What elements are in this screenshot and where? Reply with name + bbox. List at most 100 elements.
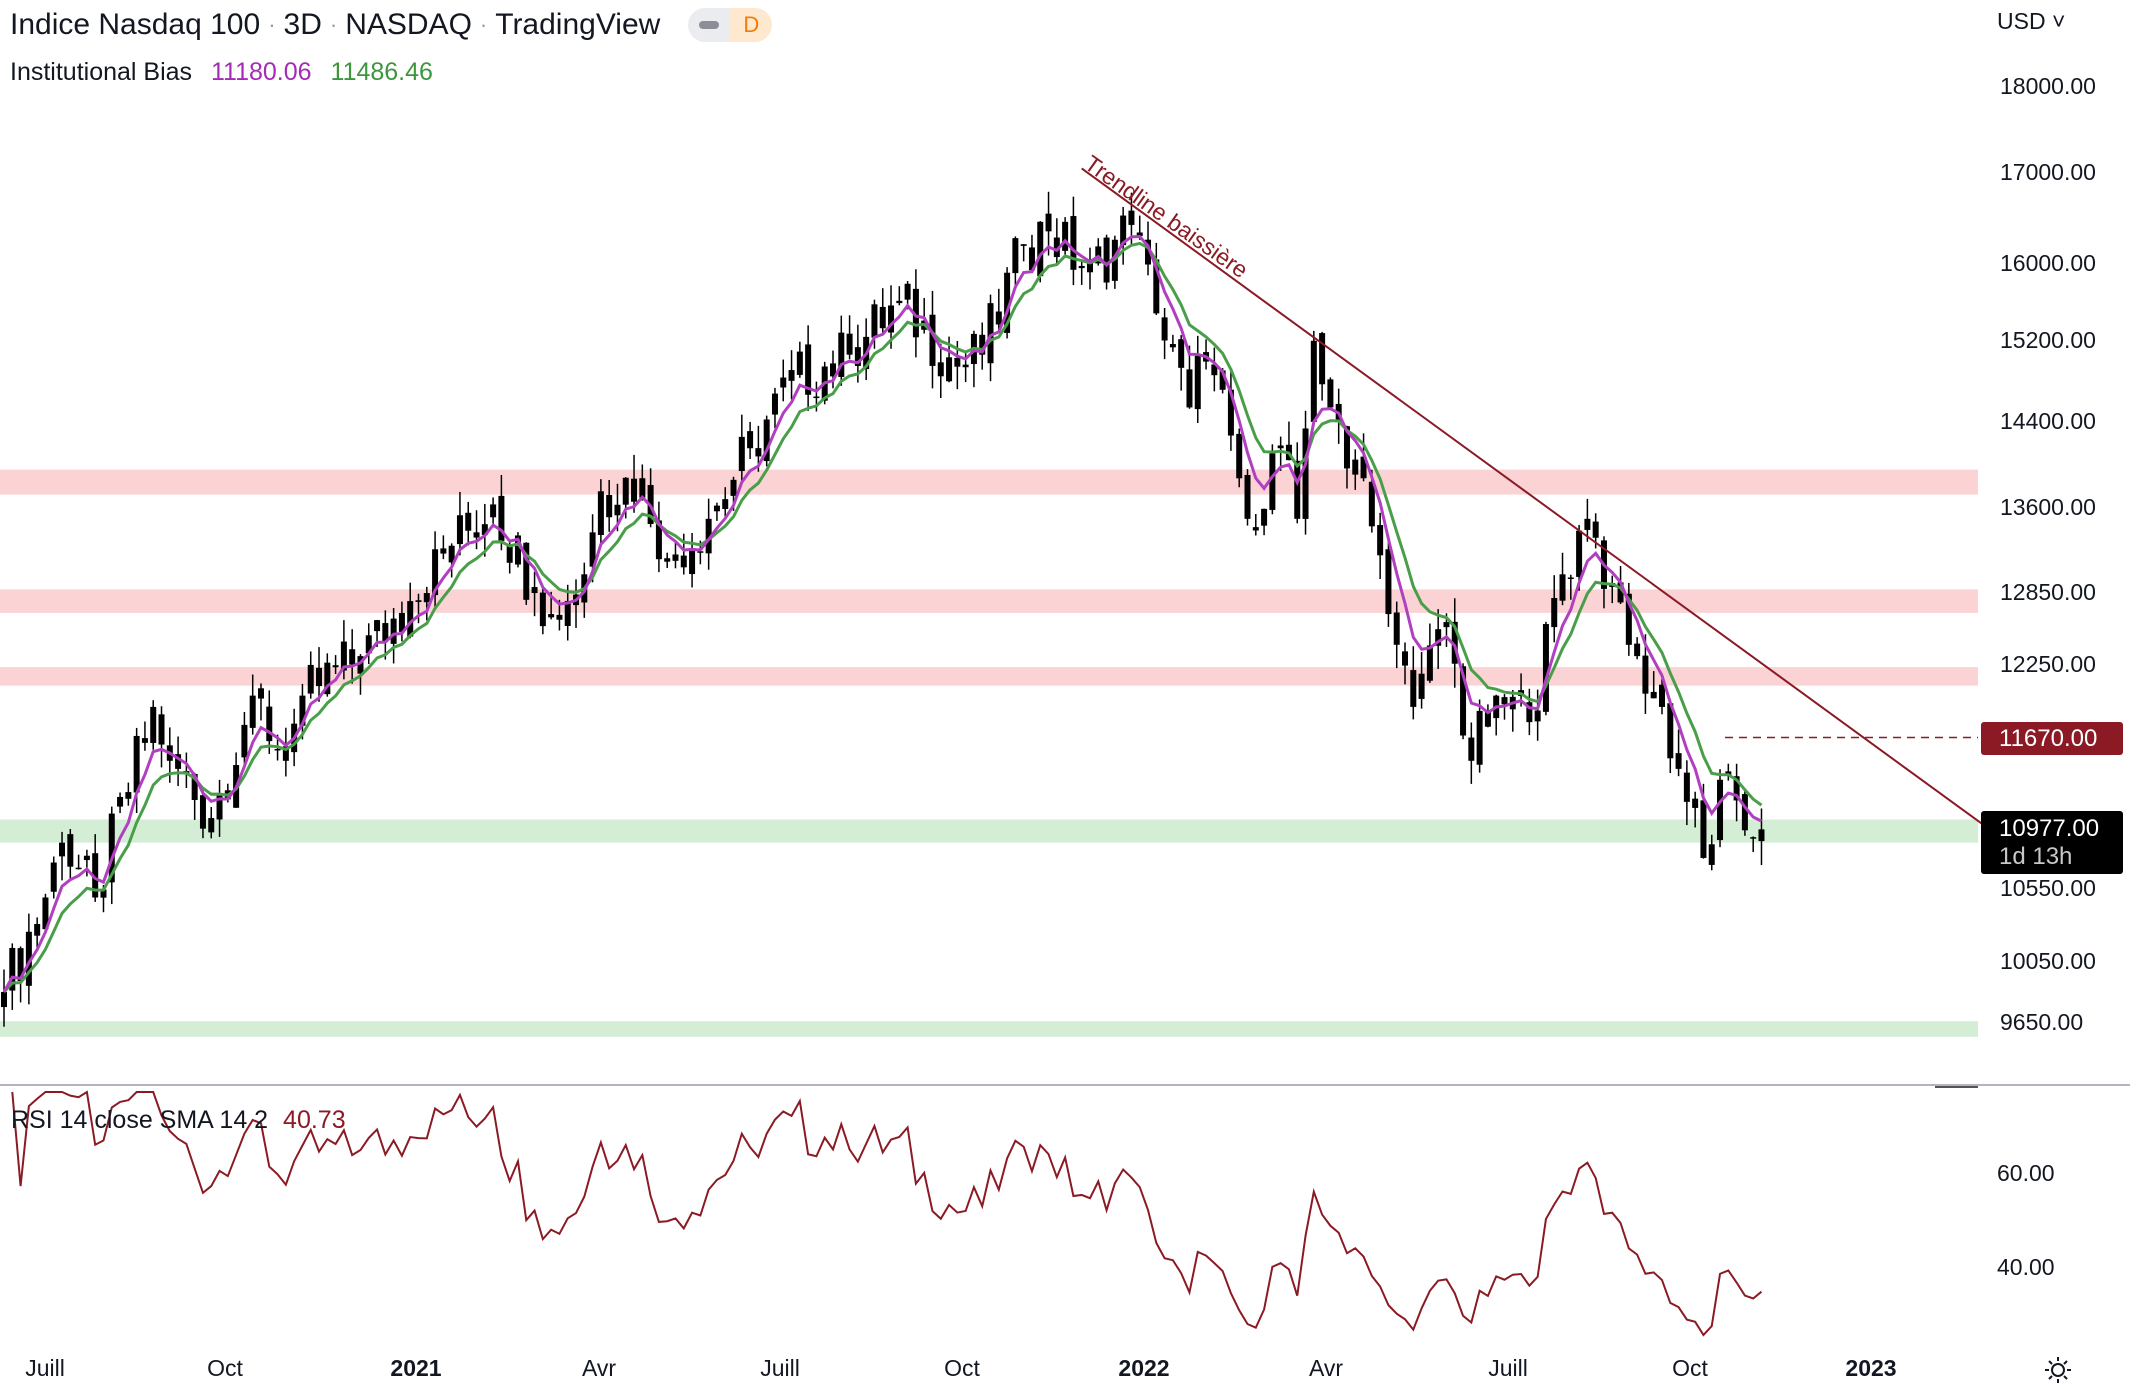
candle	[1302, 410, 1309, 535]
candle-body	[755, 448, 762, 457]
candle	[1493, 694, 1500, 736]
price-axis-label: 13600.00	[2000, 493, 2096, 520]
candle-body	[1426, 645, 1433, 681]
candle	[1352, 449, 1359, 490]
candle-body	[1708, 844, 1715, 865]
candle	[316, 647, 323, 702]
candle-body	[722, 499, 729, 509]
candle-body	[788, 370, 795, 381]
time-axis-label: Juill	[1488, 1355, 1528, 1381]
candle	[133, 727, 140, 814]
candle-body	[531, 587, 538, 594]
candle	[432, 531, 439, 610]
candle	[995, 288, 1002, 332]
candle	[349, 629, 356, 684]
currency-label: USD	[1997, 8, 2046, 34]
candle-body	[117, 796, 124, 807]
candle-body	[1683, 772, 1690, 802]
last-price-tag: 10977.00 1d 13h	[1981, 811, 2123, 874]
candle-body	[158, 714, 165, 745]
candle	[1426, 623, 1433, 683]
candle-body	[805, 344, 812, 395]
candle-body	[639, 478, 646, 498]
candle-body	[614, 504, 621, 516]
candle	[141, 721, 148, 751]
candle	[655, 501, 662, 573]
rsi-legend[interactable]: RSI 14 close SMA 14 2 40.73	[11, 1106, 346, 1135]
symbol-name[interactable]: Indice Nasdaq 100	[10, 8, 261, 41]
candle-body	[780, 377, 787, 388]
time-axis-label: 2021	[390, 1355, 442, 1381]
candle-body	[1642, 655, 1649, 694]
candle-body	[622, 477, 629, 505]
candle-body	[1617, 582, 1624, 603]
candle-body	[548, 614, 555, 618]
candle-body	[1476, 710, 1483, 765]
candle-body	[1418, 673, 1425, 699]
candle-body	[597, 491, 604, 536]
rsi-axis-40: 40.00	[1997, 1254, 2055, 1280]
candle	[780, 359, 787, 402]
currency-selector[interactable]: USD ˅	[1997, 8, 2065, 35]
candle-body	[1402, 651, 1409, 666]
candle	[17, 946, 24, 1003]
candle-body	[1352, 459, 1359, 475]
candle-body	[1576, 530, 1583, 577]
candle-body	[664, 558, 671, 562]
candle-body	[374, 620, 381, 632]
candle-body	[738, 436, 745, 472]
candle-body	[1501, 697, 1508, 705]
data-source: TradingView	[495, 8, 661, 41]
candle	[83, 849, 90, 877]
candle-body	[954, 357, 961, 367]
candle	[722, 487, 729, 520]
candle-body	[100, 889, 107, 898]
candle-body	[830, 363, 836, 377]
interval[interactable]: 3D	[283, 8, 322, 41]
candle-body	[1169, 344, 1176, 348]
candle	[175, 736, 182, 787]
candle	[1377, 512, 1384, 580]
candle-body	[514, 535, 521, 565]
candle	[1203, 339, 1210, 370]
candle	[42, 893, 49, 931]
price-axis-label: 17000.00	[2000, 158, 2096, 185]
market-status-badge[interactable]: D	[688, 8, 773, 42]
candle-body	[67, 834, 74, 867]
candle	[1584, 498, 1591, 542]
indicator-legend[interactable]: Institutional Bias 11180.06 11486.46	[10, 58, 445, 87]
candle	[158, 706, 165, 768]
resistance-zone	[0, 469, 1978, 495]
candle-body	[896, 300, 903, 304]
candle	[664, 552, 671, 568]
separator: ·	[479, 12, 488, 37]
candle	[25, 913, 32, 1005]
candle-body	[175, 754, 182, 769]
candle-body	[1758, 829, 1765, 842]
candle-body	[1136, 232, 1143, 237]
candle-body	[1062, 221, 1069, 251]
candle	[1227, 370, 1234, 451]
candle	[150, 700, 157, 750]
candle	[1534, 689, 1541, 741]
candle	[249, 674, 256, 735]
candle-body	[995, 311, 1002, 325]
candle	[1468, 722, 1475, 784]
candle-body	[1227, 389, 1234, 436]
candle-body	[1244, 474, 1251, 519]
candle	[514, 532, 521, 568]
time-axis-label: 2023	[1845, 1355, 1897, 1381]
candle	[465, 501, 472, 546]
candle-body	[1451, 621, 1458, 664]
candle-body	[1584, 518, 1591, 530]
resistance-zone	[0, 589, 1978, 613]
candle-body	[904, 283, 911, 300]
candle-body	[1028, 247, 1035, 271]
candle	[1435, 609, 1442, 669]
candle-body	[1037, 221, 1044, 277]
candle	[1310, 330, 1317, 426]
candle	[1542, 621, 1549, 716]
candle	[1667, 700, 1674, 774]
settings-sun-icon[interactable]	[2044, 1356, 2072, 1384]
